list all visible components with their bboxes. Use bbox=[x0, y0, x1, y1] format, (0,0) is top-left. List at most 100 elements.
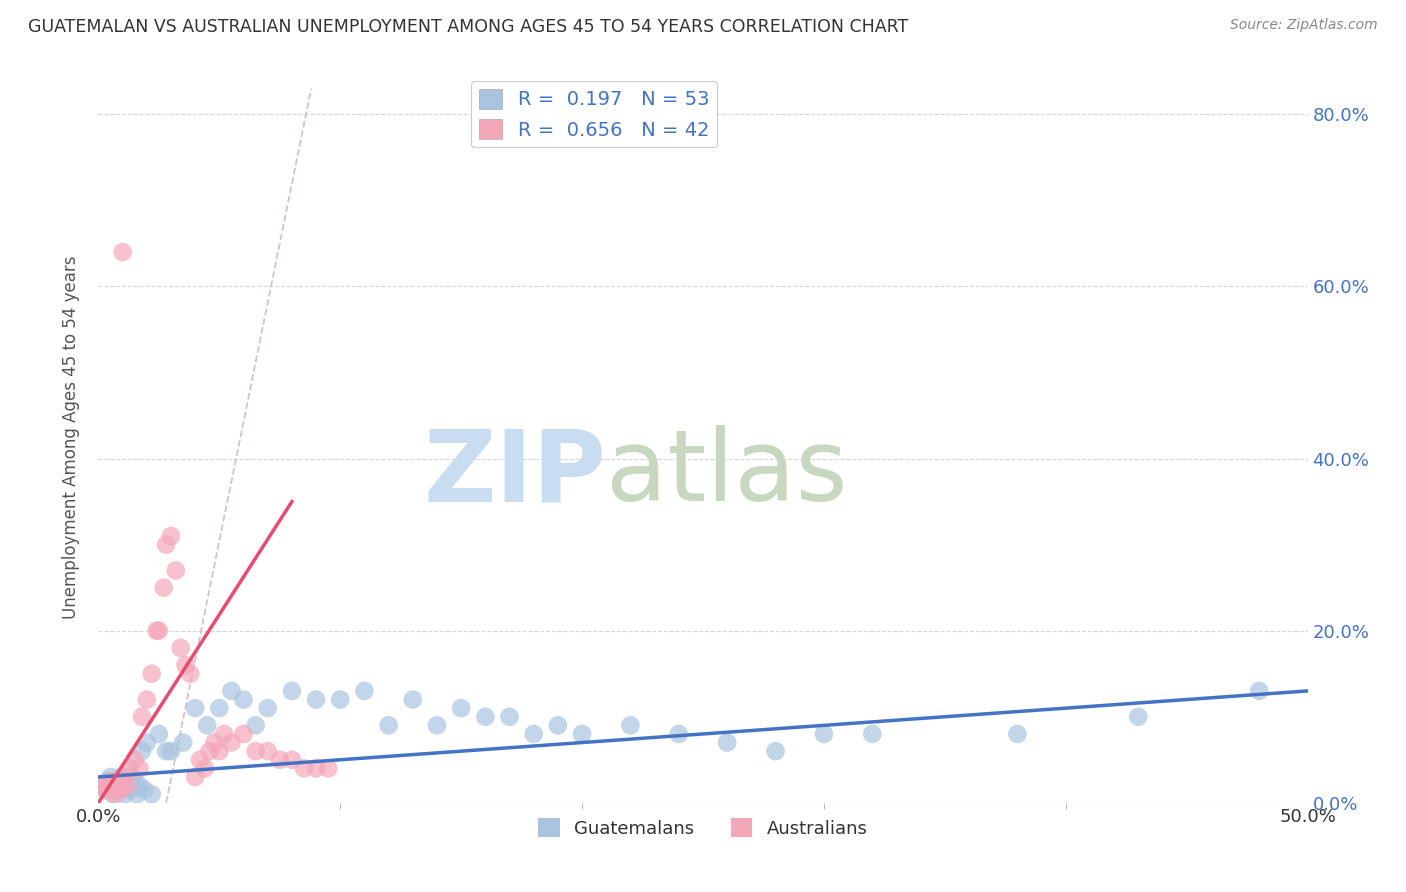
Point bbox=[174, 658, 197, 673]
Point bbox=[108, 783, 131, 797]
Point bbox=[208, 701, 231, 715]
Point bbox=[1249, 684, 1271, 698]
Point bbox=[134, 783, 156, 797]
Point bbox=[281, 684, 304, 698]
Point bbox=[104, 787, 127, 801]
Point bbox=[256, 701, 278, 715]
Point bbox=[101, 783, 124, 797]
Point bbox=[188, 753, 211, 767]
Point bbox=[100, 774, 122, 789]
Point bbox=[305, 761, 328, 775]
Point bbox=[111, 774, 134, 789]
Point bbox=[498, 710, 520, 724]
Point bbox=[107, 779, 129, 793]
Point bbox=[813, 727, 835, 741]
Point bbox=[292, 761, 315, 775]
Point bbox=[94, 783, 117, 797]
Point bbox=[118, 761, 141, 775]
Point bbox=[114, 770, 136, 784]
Point bbox=[256, 744, 278, 758]
Point bbox=[118, 783, 141, 797]
Point bbox=[141, 787, 163, 801]
Point bbox=[100, 770, 122, 784]
Point bbox=[114, 787, 136, 801]
Point bbox=[716, 735, 738, 749]
Point bbox=[232, 692, 254, 706]
Point bbox=[155, 744, 177, 758]
Point bbox=[135, 692, 157, 706]
Point bbox=[269, 753, 291, 767]
Point bbox=[194, 761, 217, 775]
Point bbox=[208, 744, 231, 758]
Point bbox=[245, 718, 267, 732]
Point bbox=[221, 735, 243, 749]
Point bbox=[1007, 727, 1029, 741]
Point bbox=[184, 770, 207, 784]
Point bbox=[316, 761, 339, 775]
Point bbox=[91, 779, 114, 793]
Point bbox=[121, 770, 143, 784]
Point bbox=[152, 581, 174, 595]
Point bbox=[172, 735, 194, 749]
Point bbox=[165, 564, 187, 578]
Point bbox=[131, 710, 153, 724]
Point bbox=[117, 779, 139, 793]
Point bbox=[111, 779, 134, 793]
Point bbox=[212, 727, 235, 741]
Point bbox=[160, 744, 183, 758]
Point bbox=[101, 787, 124, 801]
Y-axis label: Unemployment Among Ages 45 to 54 years: Unemployment Among Ages 45 to 54 years bbox=[62, 255, 80, 619]
Point bbox=[547, 718, 569, 732]
Point bbox=[619, 718, 641, 732]
Point bbox=[127, 787, 149, 801]
Point bbox=[329, 692, 352, 706]
Point bbox=[148, 727, 170, 741]
Point bbox=[204, 735, 226, 749]
Point bbox=[474, 710, 496, 724]
Point bbox=[91, 779, 114, 793]
Point bbox=[245, 744, 267, 758]
Point bbox=[124, 753, 146, 767]
Point bbox=[131, 744, 153, 758]
Point bbox=[353, 684, 375, 698]
Point bbox=[571, 727, 593, 741]
Text: GUATEMALAN VS AUSTRALIAN UNEMPLOYMENT AMONG AGES 45 TO 54 YEARS CORRELATION CHAR: GUATEMALAN VS AUSTRALIAN UNEMPLOYMENT AM… bbox=[28, 18, 908, 36]
Point bbox=[402, 692, 425, 706]
Point bbox=[111, 245, 134, 260]
Point bbox=[221, 684, 243, 698]
Point bbox=[128, 761, 150, 775]
Point bbox=[141, 666, 163, 681]
Point bbox=[198, 744, 221, 758]
Point bbox=[97, 774, 120, 789]
Point bbox=[145, 624, 167, 638]
Text: ZIP: ZIP bbox=[423, 425, 606, 522]
Point bbox=[195, 718, 218, 732]
Point bbox=[124, 774, 146, 789]
Point bbox=[169, 640, 191, 655]
Point bbox=[305, 692, 328, 706]
Point bbox=[128, 779, 150, 793]
Point bbox=[281, 753, 304, 767]
Point bbox=[765, 744, 787, 758]
Text: Source: ZipAtlas.com: Source: ZipAtlas.com bbox=[1230, 18, 1378, 32]
Point bbox=[179, 666, 201, 681]
Point bbox=[184, 701, 207, 715]
Point bbox=[1128, 710, 1150, 724]
Point bbox=[94, 783, 117, 797]
Point bbox=[523, 727, 546, 741]
Point bbox=[668, 727, 690, 741]
Point bbox=[148, 624, 170, 638]
Point bbox=[104, 779, 127, 793]
Point bbox=[426, 718, 449, 732]
Point bbox=[107, 783, 129, 797]
Point bbox=[377, 718, 399, 732]
Point bbox=[108, 770, 131, 784]
Point bbox=[97, 779, 120, 793]
Point bbox=[860, 727, 883, 741]
Point bbox=[135, 735, 157, 749]
Legend: Guatemalans, Australians: Guatemalans, Australians bbox=[531, 811, 875, 845]
Text: atlas: atlas bbox=[606, 425, 848, 522]
Point bbox=[160, 529, 183, 543]
Point bbox=[450, 701, 472, 715]
Point bbox=[232, 727, 254, 741]
